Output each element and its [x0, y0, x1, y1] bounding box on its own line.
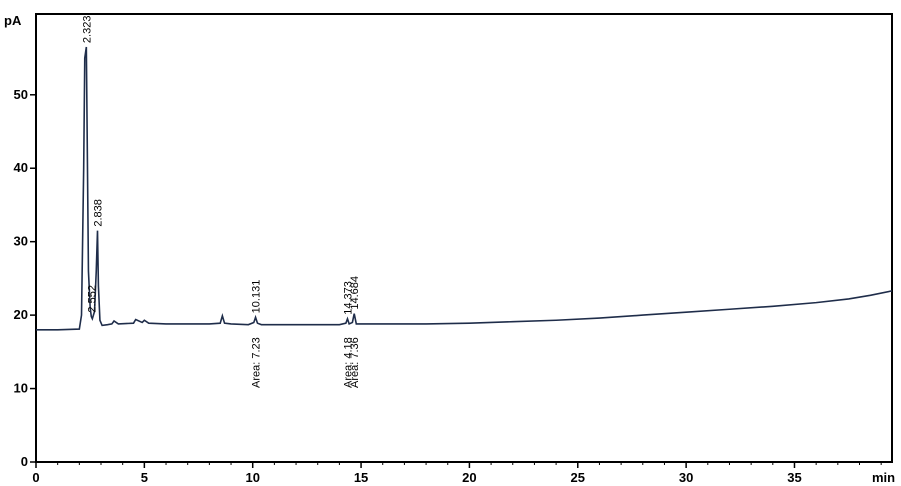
peak-label: 10.131	[251, 280, 263, 314]
y-axis-unit-label: pA	[4, 13, 22, 28]
peak-label: 2.323	[81, 16, 93, 44]
x-axis: 0 5 10 15 20 25 30 35	[32, 462, 882, 485]
series-line	[36, 46, 893, 331]
x-tick-label: 0	[32, 470, 39, 485]
peak-label: 2.838	[93, 199, 105, 227]
x-tick-label: 15	[354, 470, 368, 485]
y-tick-label: 40	[14, 160, 28, 175]
peak-label: 14.684	[349, 276, 361, 310]
x-tick-label: 20	[462, 470, 476, 485]
y-axis: 0 10 20 30 40 50	[14, 87, 36, 469]
plot-frame	[35, 13, 893, 463]
x-tick-label: 30	[679, 470, 693, 485]
y-tick-label: 50	[14, 87, 28, 102]
x-tick-label: 35	[787, 470, 801, 485]
peak-label: 14.373	[342, 281, 354, 315]
area-annotation: Area: 7.23	[251, 337, 263, 388]
x-tick-label: 25	[571, 470, 585, 485]
x-axis-unit-label: min	[872, 470, 895, 485]
x-tick-label: 5	[141, 470, 148, 485]
x-tick-label: 10	[245, 470, 259, 485]
y-tick-label: 30	[14, 234, 28, 249]
y-tick-label: 10	[14, 381, 28, 396]
y-tick-label: 0	[21, 454, 28, 469]
area-annotation: Area: 7.36	[349, 337, 361, 388]
area-annotation: Area: 4.18	[342, 337, 354, 388]
peak-label: 2.552	[86, 285, 98, 313]
y-tick-label: 20	[14, 307, 28, 322]
